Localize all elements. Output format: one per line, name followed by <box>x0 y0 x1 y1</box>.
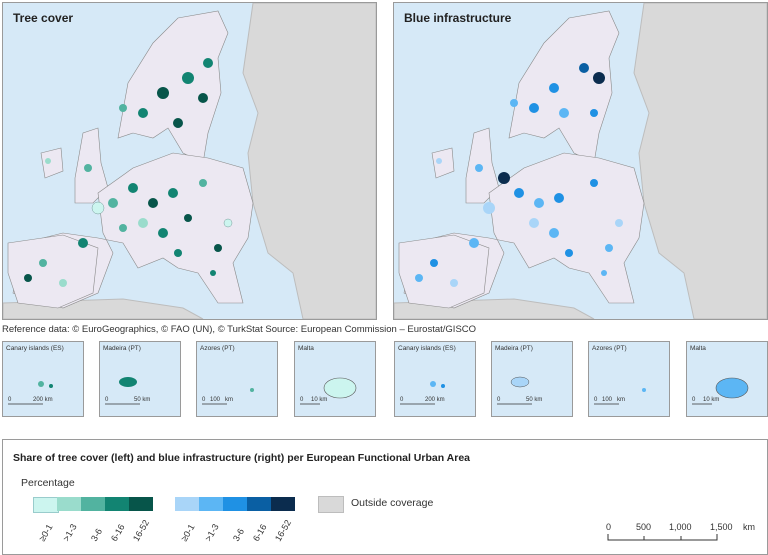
inset-scale-zero: 0 <box>400 397 404 403</box>
scandinavia-region <box>508 10 620 164</box>
inset-label: Canary islands (ES) <box>6 345 64 352</box>
inset-scale-num: 100 <box>210 397 221 403</box>
inset-scale-zero: 0 <box>692 397 696 403</box>
blue-fua-markers <box>415 63 623 287</box>
inset-scale-zero: 0 <box>8 397 12 403</box>
inset-scale-zero: 0 <box>202 397 206 403</box>
ireland-region <box>431 147 455 179</box>
blue-infrastructure-map: Blue infrastructure <box>393 2 768 320</box>
blue-swatch-4 <box>247 497 271 511</box>
inset-scale-zero: 0 <box>497 397 501 403</box>
tree-class-label-3: 3-6 <box>89 526 105 543</box>
inset-scale-zero: 0 <box>594 397 598 403</box>
iberia-region <box>7 234 99 309</box>
reference-data-note: Reference data: © EuroGeographics, © FAO… <box>2 324 477 335</box>
blue-swatch-2 <box>199 497 223 511</box>
blue-class-label-1: ≥0-1 <box>179 522 197 543</box>
inset-scale-km: 10 km <box>311 397 328 403</box>
outside-coverage-swatch <box>318 496 344 513</box>
inset-label: Azores (PT) <box>200 345 235 352</box>
scale-label-unit: km <box>743 522 755 532</box>
tree-class-label-4: 6-16 <box>109 522 127 543</box>
tree-swatch-1 <box>33 497 59 513</box>
inset-scale-km: 50 km <box>134 397 151 403</box>
inset-azores-tree: Azores (PT) 0 100 km <box>196 341 278 417</box>
blue-infrastructure-title: Blue infrastructure <box>404 11 512 25</box>
inset-malta-tree: Malta 0 10 km <box>294 341 376 417</box>
scandinavia-region <box>117 10 229 164</box>
tree-swatch-5 <box>129 497 153 511</box>
tree-cover-title: Tree cover <box>13 11 74 25</box>
inset-label: Azores (PT) <box>592 345 627 352</box>
tree-swatch-2 <box>57 497 81 511</box>
inset-malta-blue: Malta 0 10 km <box>686 341 768 417</box>
scale-label-0: 0 <box>606 522 612 532</box>
inset-canary-blue: Canary islands (ES) 0 200 km <box>394 341 476 417</box>
blue-class-label-4: 6-16 <box>251 522 269 543</box>
inset-madeira-blue: Madeira (PT) 0 50 km <box>491 341 573 417</box>
inset-scale-num: 100 <box>602 397 613 403</box>
inset-scale-zero: 0 <box>105 397 109 403</box>
blue-swatch-5 <box>271 497 295 511</box>
outside-land-east <box>633 3 767 319</box>
legend-subtitle: Percentage <box>21 477 75 489</box>
scale-label-500: 500 <box>636 522 652 532</box>
tree-cover-map-graphic <box>3 3 376 319</box>
uk-region <box>465 127 500 204</box>
inset-label: Malta <box>298 345 314 352</box>
inset-label: Malta <box>690 345 706 352</box>
scale-bar <box>607 534 718 541</box>
tree-cover-map: Tree cover <box>2 2 377 320</box>
blue-class-label-2: >1-3 <box>203 522 221 543</box>
uk-region <box>74 127 109 204</box>
inset-scale-unit: km <box>225 397 233 403</box>
scale-label-1500: 1,500 <box>710 522 733 532</box>
inset-scale-zero: 0 <box>300 397 304 403</box>
inset-label: Canary islands (ES) <box>398 345 456 352</box>
blue-class-label-5: 16-52 <box>273 518 294 543</box>
inset-label: Madeira (PT) <box>495 345 533 352</box>
inset-scale-unit: km <box>617 397 625 403</box>
inset-scale-km: 10 km <box>703 397 720 403</box>
inset-canary-tree: Canary islands (ES) 0 200 km <box>2 341 84 417</box>
tree-swatch-4 <box>105 497 129 511</box>
legend-title: Share of tree cover (left) and blue infr… <box>13 452 471 464</box>
inset-azores-blue: Azores (PT) 0 100 km <box>588 341 670 417</box>
outside-land-east <box>242 3 376 319</box>
inset-scale-km: 200 km <box>425 397 445 403</box>
tree-fua-markers <box>24 58 233 287</box>
inset-label: Madeira (PT) <box>103 345 141 352</box>
blue-swatch-1 <box>175 497 199 511</box>
ireland-region <box>40 147 64 179</box>
outside-coverage-label: Outside coverage <box>351 497 434 509</box>
blue-infrastructure-map-graphic <box>394 3 767 319</box>
tree-swatch-3 <box>81 497 105 511</box>
blue-class-label-3: 3-6 <box>231 526 247 543</box>
inset-scale-km: 200 km <box>33 397 53 403</box>
tree-class-label-1: ≥0-1 <box>37 522 55 543</box>
inset-madeira-tree: Madeira (PT) 0 50 km <box>99 341 181 417</box>
tree-class-label-2: >1-3 <box>61 522 79 543</box>
scale-label-1000: 1,000 <box>669 522 692 532</box>
iberia-region <box>398 234 490 309</box>
inset-scale-km: 50 km <box>526 397 543 403</box>
legend: Share of tree cover (left) and blue infr… <box>2 439 768 555</box>
blue-swatch-3 <box>223 497 247 511</box>
tree-class-label-5: 16-52 <box>131 518 152 543</box>
